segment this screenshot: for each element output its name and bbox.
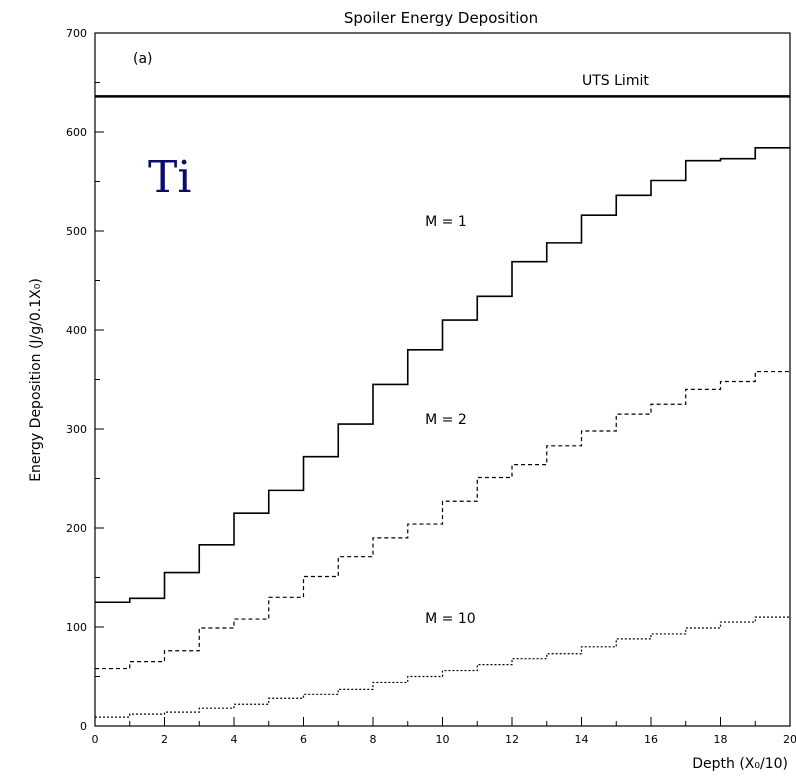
y-tick-label: 100 [66,621,87,634]
series-line-1 [95,147,790,604]
x-tick-label: 8 [370,733,377,746]
y-tick-label: 0 [80,720,87,733]
series-label-2: M = 2 [425,412,467,428]
series-label-3: M = 10 [425,611,476,627]
panel-label: (a) [133,51,153,67]
series-line-2 [95,370,790,670]
y-tick-label: 200 [66,522,87,535]
x-tick-label: 0 [92,733,99,746]
series-label-1: M = 1 [425,214,467,230]
material-label: Ti [148,152,191,203]
x-tick-label: 12 [505,733,519,746]
y-tick-label: 400 [66,324,87,337]
x-tick-label: 20 [783,733,796,746]
y-tick-label: 300 [66,423,87,436]
x-tick-label: 10 [436,733,450,746]
x-tick-label: 16 [644,733,658,746]
series-layer [95,147,790,718]
x-tick-label: 14 [575,733,589,746]
x-tick-label: 18 [714,733,728,746]
x-tick-label: 2 [161,733,168,746]
x-tick-label: 6 [300,733,307,746]
series-line-3 [95,616,790,718]
chart-title: Spoiler Energy Deposition [344,9,538,27]
y-tick-label: 500 [66,225,87,238]
y-axis-label: Energy Deposition (J/g/0.1X₀) [28,278,44,482]
x-tick-label: 4 [231,733,238,746]
x-axis-label: Depth (X₀/10) [692,756,788,772]
reference-line-label: UTS Limit [582,73,649,89]
series-labels: M = 1 M = 2 M = 10 [425,214,476,627]
y-tick-label: 700 [66,27,87,40]
y-tick-label: 600 [66,126,87,139]
